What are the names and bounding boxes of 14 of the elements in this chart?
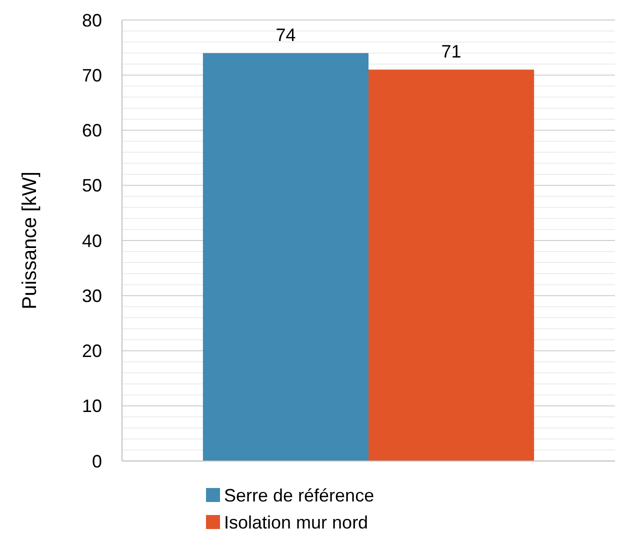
y-tick-label: 0 xyxy=(92,451,102,472)
y-tick-label: 60 xyxy=(82,120,102,141)
y-tick-label: 20 xyxy=(82,341,102,362)
y-tick-label: 30 xyxy=(82,286,102,306)
legend-label: Isolation mur nord xyxy=(224,512,368,532)
data-label: 74 xyxy=(276,25,296,46)
y-tick-label: 40 xyxy=(82,230,102,251)
data-label: 71 xyxy=(441,42,462,62)
y-axis-title: Puissance [kW] xyxy=(19,172,41,310)
y-tick-label: 50 xyxy=(82,176,102,196)
y-tick-label: 70 xyxy=(82,65,102,86)
y-tick-label: 10 xyxy=(82,396,102,416)
y-tick-label: 80 xyxy=(82,10,102,30)
legend-label: Serre de référence xyxy=(224,485,374,506)
